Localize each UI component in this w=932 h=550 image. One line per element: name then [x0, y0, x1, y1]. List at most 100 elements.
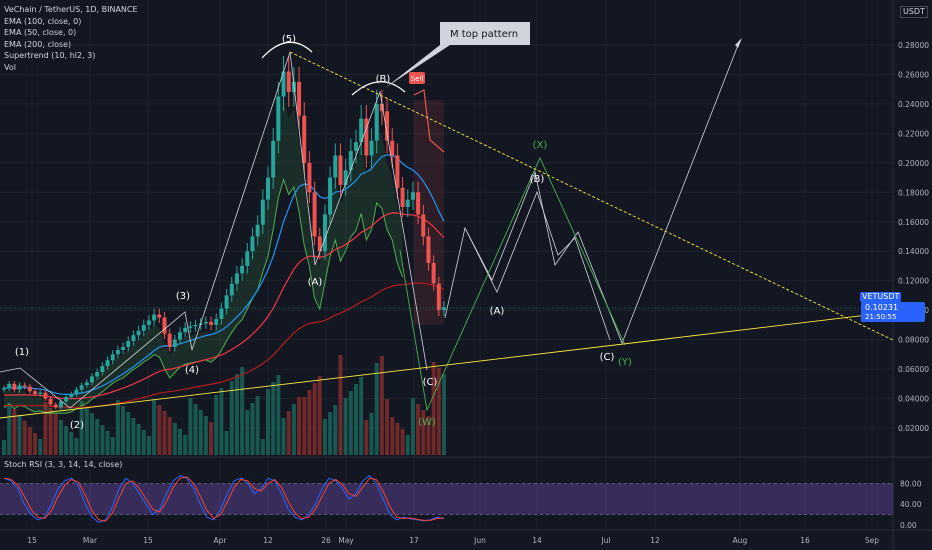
volume-bar [22, 421, 27, 455]
candle-body [167, 333, 172, 347]
volume-bar [53, 414, 58, 455]
elliott-wave-line [0, 51, 428, 409]
x-tick-label: 14 [532, 536, 542, 545]
volume-bar [266, 389, 270, 455]
y-tick-label: 0.26000 [898, 70, 929, 79]
legend-supertrend[interactable]: Supertrend (10, hl2, 3) [4, 51, 96, 60]
volume-bar [302, 397, 307, 455]
candle-body [312, 192, 317, 237]
candle-body [317, 236, 322, 252]
y-tick-label: 0.22000 [898, 129, 929, 138]
volume-bar [271, 382, 276, 455]
volume-bar [385, 399, 390, 455]
chart-legend: VeChain / TetherUS, 1D, BINANCE EMA (100… [4, 4, 138, 73]
y-tick-label: 0.20000 [898, 159, 929, 168]
resistance-trendline [289, 51, 894, 341]
volume-bar [379, 356, 384, 455]
volume-bar [416, 404, 421, 455]
volume-bar [374, 363, 379, 455]
candle-body [379, 103, 384, 112]
volume-bar [354, 384, 358, 455]
rsi-tick-label: 80.00 [900, 479, 922, 488]
x-tick-label: May [338, 536, 354, 545]
volume-bar [286, 411, 291, 455]
candle-body [38, 392, 43, 395]
candle-body [426, 236, 431, 264]
candle-body [90, 376, 94, 383]
candle-body [369, 140, 374, 156]
candle-body [48, 398, 53, 405]
legend-vol[interactable]: Vol [4, 62, 16, 72]
candle-body [74, 389, 79, 395]
volume-bar [64, 426, 69, 455]
sell-badge [409, 72, 425, 84]
candle-body [385, 111, 390, 141]
unit-label[interactable]: USDT [900, 6, 928, 18]
candle-body [136, 330, 141, 336]
candle-body [348, 151, 353, 171]
candle-body [395, 155, 400, 188]
rsi-tick-label: 40.00 [900, 500, 922, 509]
candle-body [146, 320, 151, 325]
volume-bar [157, 405, 162, 455]
volume-bar [431, 362, 436, 455]
y-tick-label: 0.04000 [898, 395, 929, 404]
sell-text: Sell [411, 75, 424, 83]
candle-body [53, 404, 58, 408]
volume-bar [48, 408, 53, 455]
candle-body [431, 263, 436, 284]
callout-text: M top pattern [450, 29, 518, 40]
candle-body [307, 162, 312, 193]
volume-bar [74, 438, 79, 455]
volume-bar [224, 431, 229, 455]
legend-title: VeChain / TetherUS, 1D, BINANCE [4, 5, 138, 14]
volume-bar [17, 415, 22, 455]
volume-bar [2, 440, 6, 455]
candle-body [95, 372, 100, 377]
volume-bar [297, 397, 302, 455]
y-tick-label: 0.12000 [898, 277, 929, 286]
volume-bar [322, 419, 327, 455]
candle-body [390, 140, 395, 156]
wave-label-2: (2) [70, 420, 84, 431]
x-tick-label: Sep [865, 536, 879, 545]
volume-bar [328, 412, 333, 455]
volume-bar [146, 436, 151, 455]
candle-body [141, 324, 146, 331]
volume-bar [390, 417, 395, 455]
supertrend-fill [4, 98, 403, 414]
volume-bar [121, 406, 126, 455]
candle-body [64, 397, 69, 402]
price-tag-symbol: VETUSDT [860, 292, 902, 302]
volume-bar [395, 423, 400, 455]
candle-body [229, 283, 234, 296]
volume-bar [240, 367, 245, 455]
volume-bar [291, 404, 296, 455]
volume-bar [33, 433, 38, 455]
proj-label-a: (A) [490, 306, 505, 317]
stoch-rsi-label[interactable]: Stoch RSI (3, 3, 14, 14, close) [4, 460, 123, 469]
legend-ema50[interactable]: EMA (50, close, 0) [4, 28, 77, 37]
candle-body [105, 360, 110, 367]
rsi-k-line [3, 474, 445, 523]
proj-label-b: (B) [530, 174, 545, 185]
candle-body [17, 385, 22, 390]
candle-body [416, 192, 421, 215]
candle-body [405, 199, 410, 208]
legend-ema100[interactable]: EMA (100, close, 0) [4, 16, 82, 26]
candle-body [2, 388, 6, 390]
top-arc-b [351, 81, 406, 96]
volume-bar [312, 383, 317, 455]
candle-body [297, 81, 302, 116]
volume-bar [348, 391, 353, 455]
callout-box [385, 22, 530, 88]
candle-body [302, 115, 307, 163]
y-tick-label: 0.18000 [898, 188, 929, 197]
volume-bar [167, 417, 172, 455]
legend-ema200[interactable]: EMA (200, close) [4, 39, 72, 49]
volume-bar [178, 429, 182, 455]
volume-bar [115, 400, 120, 455]
wave-label-b: (B) [376, 74, 391, 85]
candle-body [27, 386, 32, 392]
